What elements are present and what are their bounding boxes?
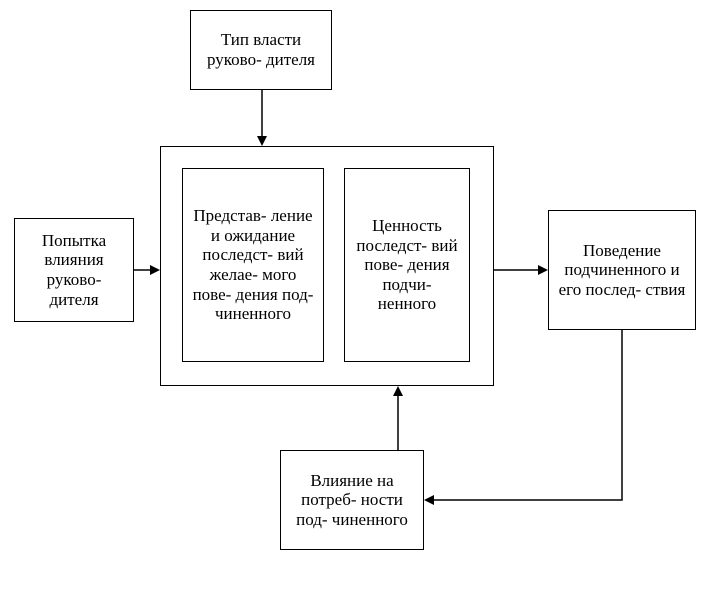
- node-inner-left: Представ- ление и ожидание последст- вий…: [182, 168, 324, 362]
- node-top-label: Тип власти руково- дителя: [199, 30, 323, 69]
- node-bottom: Влияние на потреб- ности под- чиненного: [280, 450, 424, 550]
- node-inner-left-label: Представ- ление и ожидание последст- вий…: [191, 206, 315, 323]
- node-inner-right-label: Ценность последст- вий пове- дения подчи…: [353, 216, 461, 314]
- diagram-canvas: Тип власти руково- дителя Попытка влияни…: [0, 0, 712, 600]
- node-inner-right: Ценность последст- вий пове- дения подчи…: [344, 168, 470, 362]
- node-left: Попытка влияния руково- дителя: [14, 218, 134, 322]
- node-top: Тип власти руково- дителя: [190, 10, 332, 90]
- node-right: Поведение подчиненного и его послед- ств…: [548, 210, 696, 330]
- node-right-label: Поведение подчиненного и его послед- ств…: [557, 241, 687, 300]
- node-left-label: Попытка влияния руково- дителя: [23, 231, 125, 309]
- node-bottom-label: Влияние на потреб- ности под- чиненного: [289, 471, 415, 530]
